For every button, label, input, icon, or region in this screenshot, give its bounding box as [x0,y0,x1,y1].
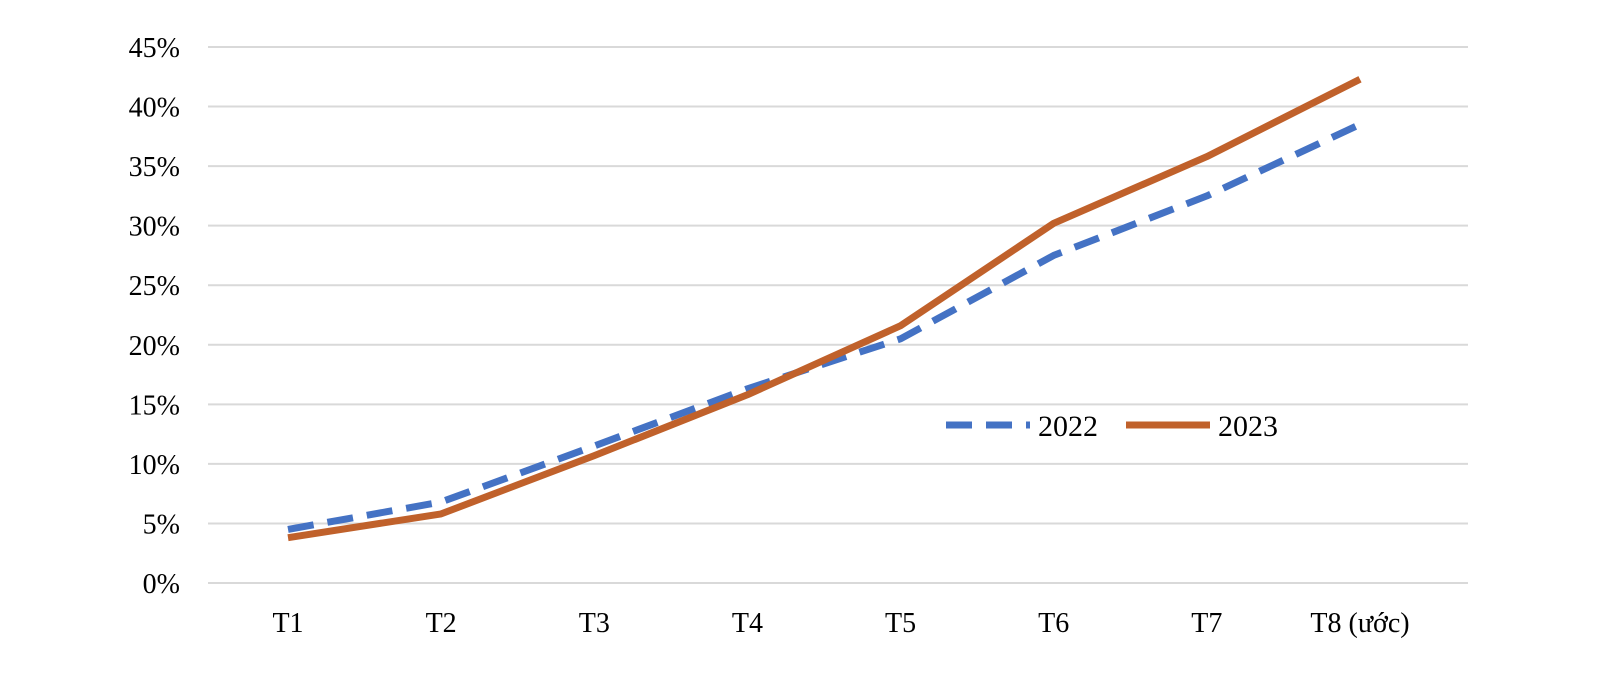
x-tick-label: T6 [1038,608,1069,639]
legend-label-2022: 2022 [1038,410,1098,443]
x-tick-label: T4 [732,608,763,639]
y-tick-label: 30% [129,212,180,243]
y-tick-label: 20% [129,331,180,362]
y-tick-label: 35% [129,152,180,183]
y-tick-label: 45% [129,33,180,64]
x-tick-label: T8 (ước) [1310,608,1409,639]
y-tick-label: 5% [143,509,180,540]
x-tick-label: T5 [885,608,916,639]
y-tick-label: 10% [129,450,180,481]
y-tick-label: 15% [129,390,180,421]
y-axis-ticks: 0% 5% 10% 15% 20% 25% 30% 35% 40% 45% [129,33,180,600]
y-tick-label: 0% [143,569,180,600]
gridlines [208,46,1468,584]
x-tick-label: T3 [579,608,610,639]
x-axis-ticks: T1 T2 T3 T4 T5 T6 T7 T8 (ước) [272,608,1409,639]
y-tick-label: 40% [129,93,180,124]
x-tick-label: T2 [426,608,457,639]
legend-label-2023: 2023 [1218,410,1278,443]
x-tick-label: T7 [1191,608,1222,639]
series-lines [287,76,1362,542]
series-line-2023 [287,76,1362,542]
series-line-2022 [287,121,1362,533]
x-tick-label: T1 [272,608,303,639]
legend: 2022 2023 [946,410,1278,443]
y-tick-label: 25% [129,271,180,302]
